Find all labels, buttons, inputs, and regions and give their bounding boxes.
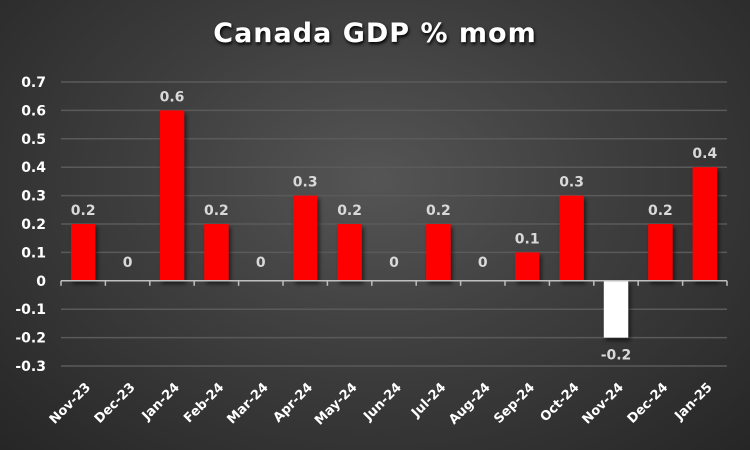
x-tick-label: Jul-24 [408, 380, 449, 421]
bar [292, 195, 318, 281]
x-tick-label: Dec-24 [625, 380, 672, 427]
x-tick-label: Jan-24 [139, 380, 183, 424]
data-label: 0.3 [559, 175, 584, 191]
y-tick-label: 0.5 [21, 132, 46, 148]
x-tick-label: Sep-24 [491, 380, 538, 427]
x-tick-label: Mar-24 [225, 380, 272, 427]
bar [426, 224, 451, 281]
data-label: 0.3 [293, 175, 318, 191]
x-tick-label: Nov-24 [580, 380, 627, 427]
x-tick-label: Jan-25 [672, 380, 716, 424]
y-tick-label: -0.1 [15, 302, 46, 318]
x-tick-label: Oct-24 [538, 380, 583, 425]
x-tick-label: Nov-23 [47, 380, 94, 427]
data-label: 0.6 [160, 89, 185, 105]
bar [603, 280, 629, 338]
y-tick-label: 0.6 [21, 103, 46, 119]
chart-title: Canada GDP % mom [213, 18, 537, 49]
x-tick-label: Apr-24 [271, 380, 316, 425]
bar [514, 252, 540, 281]
data-label: 0.1 [515, 231, 540, 247]
x-tick-label: Jun-24 [360, 380, 404, 424]
data-label: 0 [389, 255, 399, 271]
x-tick-label: May-24 [312, 380, 360, 428]
bar [648, 224, 673, 281]
bar [159, 110, 185, 281]
y-tick-label: 0.7 [21, 75, 46, 91]
bar [204, 224, 229, 281]
data-label: 0.2 [71, 203, 96, 219]
y-tick-label: 0 [36, 274, 46, 290]
x-tick-label: Dec-23 [92, 380, 139, 427]
x-tick-label: Aug-24 [446, 380, 493, 427]
data-label: 0 [478, 255, 488, 271]
data-label: -0.2 [601, 348, 632, 364]
data-label: 0.4 [692, 146, 717, 162]
bar [70, 224, 96, 281]
data-label: 0 [123, 255, 133, 271]
y-tick-label: 0.1 [21, 245, 46, 261]
data-label: 0.2 [426, 203, 451, 219]
y-tick-label: 0.3 [21, 189, 46, 205]
bar [559, 195, 584, 281]
data-label: 0.2 [204, 203, 229, 219]
y-tick-label: -0.2 [15, 331, 46, 347]
bar [337, 224, 362, 281]
bar [692, 167, 718, 281]
y-tick-label: 0.2 [21, 217, 46, 233]
data-label: 0.2 [337, 203, 362, 219]
data-label: 0.2 [648, 203, 673, 219]
x-tick-label: Feb-24 [181, 380, 227, 426]
y-tick-label: 0.4 [21, 160, 46, 176]
y-tick-label: -0.3 [15, 359, 46, 375]
data-label: 0 [256, 255, 266, 271]
